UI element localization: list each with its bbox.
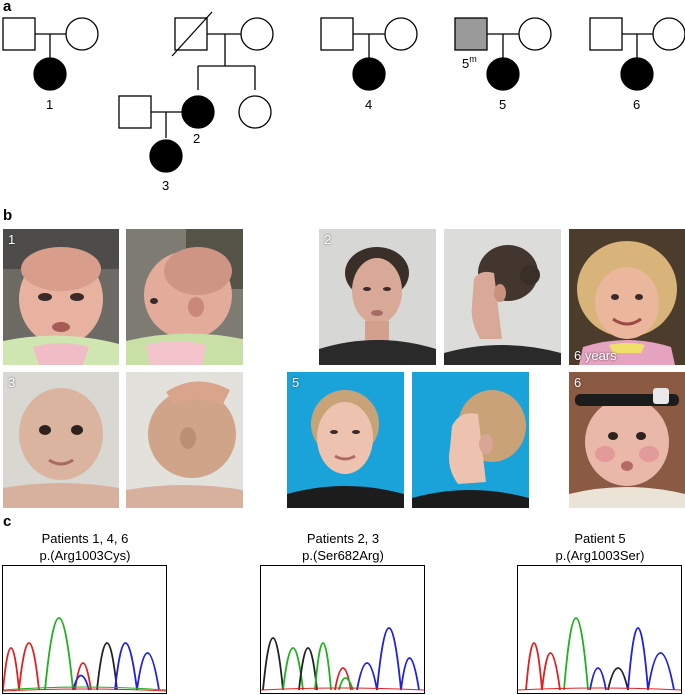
pedigree-patient-1: [33, 57, 67, 91]
trace-2-black-peak-2: [298, 647, 318, 691]
chromatogram-1: [2, 565, 167, 694]
chromatogram-1-svg: [3, 617, 166, 692]
trace-title-1: Patients 1, 4, 6 p.(Arg1003Cys): [0, 530, 170, 564]
chromatogram-3: [517, 565, 682, 694]
pedigree-father-1: [2, 17, 36, 51]
trace-3-red-peaks: [525, 642, 561, 691]
trace-1-blue-small: [72, 674, 90, 691]
chromatogram-2-svg: [261, 627, 424, 691]
trace-3-blue-peaks: [627, 627, 675, 691]
photo-patient-6-frontal: 6: [569, 372, 685, 508]
chromatogram-3-svg: [518, 617, 681, 691]
trace-2-green-peak-2: [314, 642, 332, 691]
pedigree-patient-3: [149, 139, 183, 173]
pedigree-mother-4: [384, 17, 418, 51]
pedigree-grandmother-2: [240, 17, 274, 51]
trace-2-blue-peaks: [356, 627, 420, 691]
pedigree-mother-1: [65, 17, 99, 51]
trace-2-green-small: [338, 677, 354, 691]
pedigree-label-5: 5: [499, 97, 506, 112]
trace-title-3: Patient 5 p.(Arg1003Ser): [515, 530, 685, 564]
pedigree-carrier-label: 5m: [462, 54, 477, 71]
trace-3-blue-small: [589, 667, 607, 691]
photo-number-6: 6: [574, 375, 582, 390]
pedigree-label-3: 3: [162, 178, 169, 193]
trace-3-variant: p.(Arg1003Ser): [555, 548, 645, 563]
pedigree-patient-4: [352, 57, 386, 91]
photo-patient-5-frontal: 5: [287, 372, 404, 508]
photo-number-2: 2: [324, 232, 332, 247]
pedigree-patient-5: [486, 57, 520, 91]
pedigree-father-3: [118, 95, 152, 129]
photo-patient-1-profile: [126, 229, 243, 365]
panel-letter-a: a: [3, 0, 12, 15]
photo-patient-2-childhood: 6 years: [569, 229, 685, 365]
pedigree-label-1: 1: [46, 97, 53, 112]
trace-3-black-small: [607, 667, 629, 691]
pedigree-father-5-carrier: [454, 17, 488, 51]
photo-number-5: 5: [292, 375, 300, 390]
pedigree-label-6: 6: [633, 97, 640, 112]
trace-1-red-peaks: [3, 642, 40, 691]
trace-3-patients: Patient 5: [574, 531, 626, 546]
pedigree-father-6: [589, 17, 623, 51]
trace-1-black-peak: [96, 642, 118, 691]
trace-1-green-peak: [44, 617, 74, 691]
photo-patient-5-profile: [412, 372, 529, 508]
pedigree-panel: 1 2 3 4 5 6 5m: [2, 11, 685, 193]
photo-patient-3-frontal: 3: [3, 372, 119, 508]
photo-caption-6-years: 6 years: [574, 348, 617, 363]
pedigree-patient-2: [181, 95, 215, 129]
trace-1-patients: Patients 1, 4, 6: [41, 531, 129, 546]
trace-1-blue-peaks: [114, 642, 160, 691]
pedigree-label-2: 2: [193, 131, 200, 146]
photo-patient-1-frontal: 1: [3, 229, 119, 365]
panel-letter-b: b: [3, 207, 13, 224]
panel-letter-c: c: [3, 513, 12, 530]
trace-2-variant: p.(Ser682Arg): [302, 548, 384, 563]
pedigree-label-4: 4: [365, 97, 372, 112]
pedigree-father-4: [320, 17, 354, 51]
photo-patient-3-profile: [126, 372, 243, 508]
chromatogram-2: [260, 565, 425, 694]
pedigree-aunt-2: [238, 95, 272, 129]
photo-patient-2-frontal: 2: [319, 229, 436, 365]
trace-1-variant: p.(Arg1003Cys): [39, 548, 131, 563]
photo-patient-2-profile: [444, 229, 561, 365]
photo-number-3: 3: [8, 375, 16, 390]
photo-number-1: 1: [8, 232, 16, 247]
pedigree-patient-6: [620, 57, 654, 91]
trace-2-black-peak-1: [262, 637, 284, 691]
pedigree-mother-6: [652, 17, 685, 51]
trace-3-green-peak: [563, 617, 589, 691]
pedigree-mother-5: [518, 17, 552, 51]
trace-title-2: Patients 2, 3 p.(Ser682Arg): [258, 530, 428, 564]
trace-2-patients: Patients 2, 3: [306, 531, 380, 546]
